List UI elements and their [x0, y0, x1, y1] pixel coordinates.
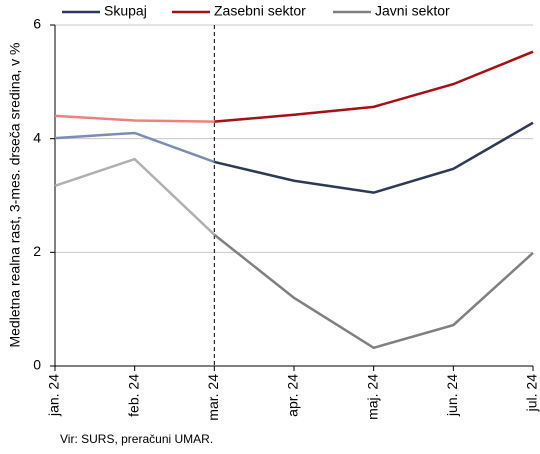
y-tick-label: 0 [33, 357, 41, 373]
y-tick-label: 6 [33, 16, 41, 32]
legend-label: Zasebni sektor [214, 3, 306, 19]
series-line [213, 233, 534, 350]
x-tick-label: mar. 24 [205, 374, 221, 421]
series-line-past [54, 114, 215, 123]
y-tick-label: 2 [33, 243, 41, 259]
source-note: Vir: SURS, preračuni UMAR. [60, 432, 213, 446]
x-tick-label: jul. 24 [524, 374, 540, 413]
series-line [214, 50, 534, 123]
legend-label: Skupaj [104, 3, 147, 19]
series-line-past [54, 131, 215, 164]
series-line-past [54, 157, 216, 236]
x-tick-label: maj. 24 [364, 374, 380, 420]
x-tick-label: feb. 24 [125, 374, 141, 417]
y-tick-label: 4 [33, 129, 41, 145]
legend-label: Javni sektor [375, 3, 450, 19]
x-tick-label: jan. 24 [46, 374, 62, 417]
x-tick-label: jun. 24 [444, 374, 460, 417]
x-tick-label: apr. 24 [285, 374, 301, 417]
y-axis-title: Medletna realna rast, 3-mes. drseča sred… [7, 42, 23, 347]
series-line [214, 121, 534, 194]
